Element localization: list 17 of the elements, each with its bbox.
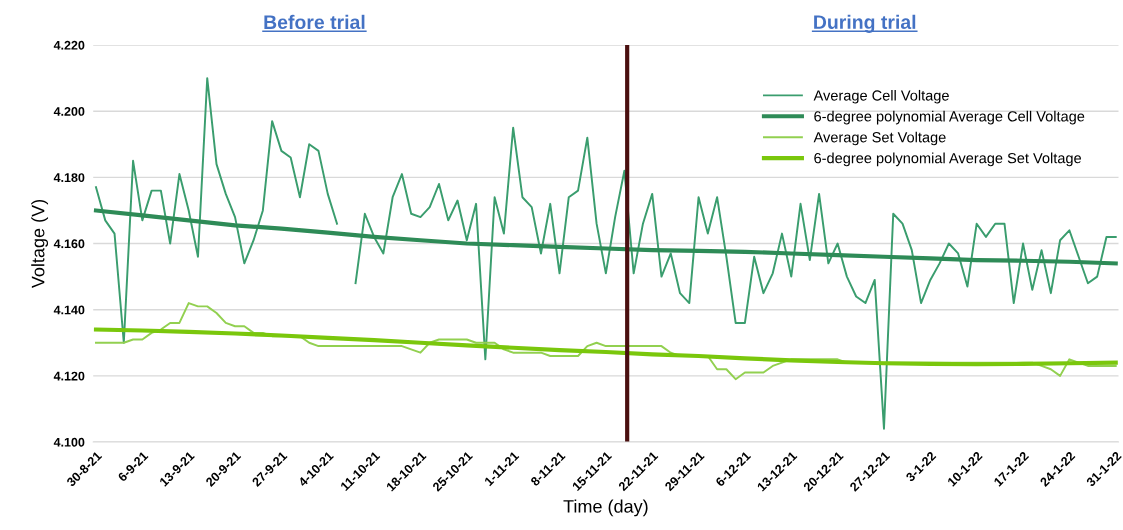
line-series bbox=[93, 327, 1118, 367]
y-tick-label: 4.140 bbox=[53, 305, 85, 315]
text: During trial bbox=[814, 14, 916, 33]
legend-label: 6-degree polynomial Average Set Voltage bbox=[814, 152, 1082, 167]
text: Before trial bbox=[264, 14, 365, 30]
legend-label: Average Cell Voltage bbox=[813, 89, 949, 104]
y-axis-title: Voltage (V) bbox=[31, 199, 49, 289]
y-tick-label: 4.100 bbox=[53, 437, 85, 447]
y-tick-label: 4.220 bbox=[53, 40, 85, 50]
y-tick-label: 4.120 bbox=[53, 371, 85, 381]
x-axis-title: Time (day) bbox=[563, 499, 648, 517]
y-tick-label: 4.200 bbox=[53, 107, 85, 116]
legend-label: Average Set Voltage bbox=[813, 131, 946, 146]
y-tick-label: 4.160 bbox=[53, 239, 85, 249]
line-series bbox=[93, 208, 1118, 266]
y-tick-label: 4.180 bbox=[53, 173, 85, 183]
legend-label: 6-degree polynomial Average Cell Voltage bbox=[814, 110, 1085, 125]
